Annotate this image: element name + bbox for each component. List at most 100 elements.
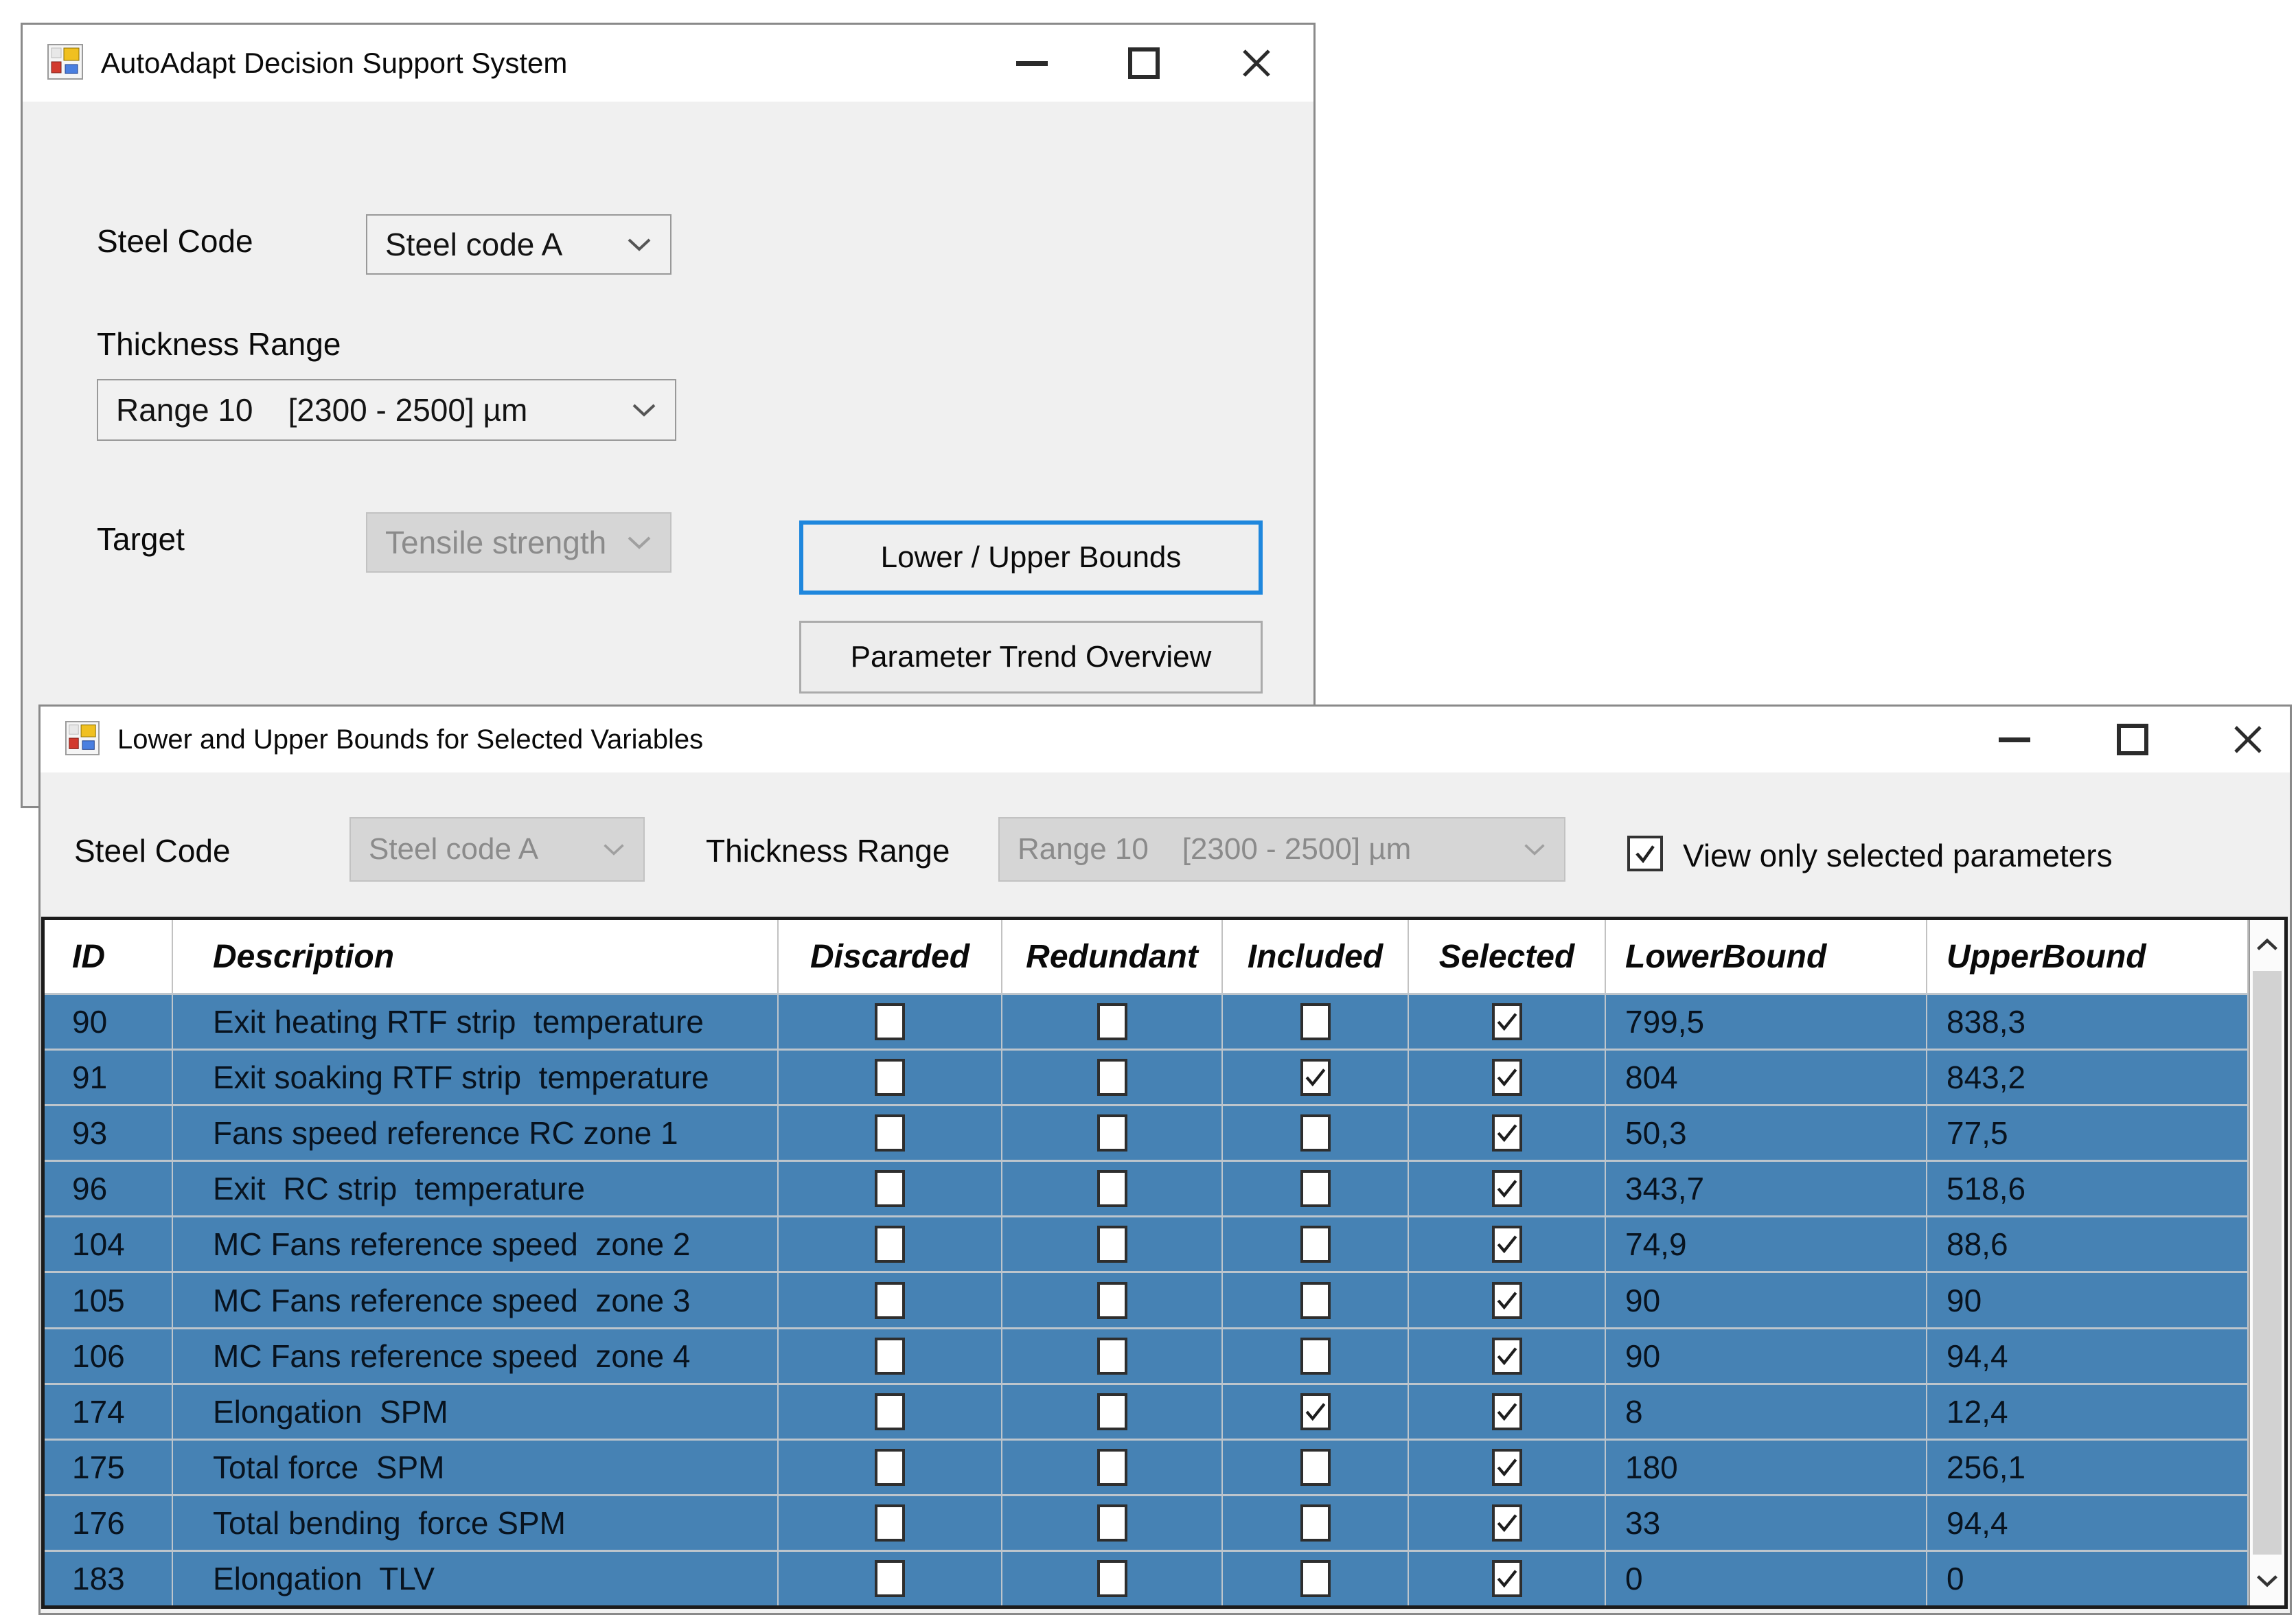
checkbox-cell-included[interactable]	[1223, 1051, 1409, 1104]
checkbox-cell-included[interactable]	[1223, 1106, 1409, 1160]
minimize-button[interactable]	[980, 25, 1083, 102]
column-header-included[interactable]: Included	[1223, 920, 1409, 993]
checkbox-cell-discarded[interactable]	[779, 1552, 1002, 1605]
table-row[interactable]: 96Exit RC strip temperature343,7518,6	[45, 1160, 2249, 1215]
discarded-checkbox[interactable]	[875, 1560, 905, 1597]
checkbox-cell-selected[interactable]	[1409, 1162, 1606, 1215]
table-row[interactable]: 174Elongation SPM812,4	[45, 1383, 2249, 1439]
table-row[interactable]: 93Fans speed reference RC zone 150,377,5	[45, 1104, 2249, 1160]
checkbox-cell-included[interactable]	[1223, 1329, 1409, 1383]
redundant-checkbox[interactable]	[1097, 1393, 1127, 1430]
checkbox-cell-selected[interactable]	[1409, 1106, 1606, 1160]
column-header-redundant[interactable]: Redundant	[1002, 920, 1223, 993]
included-checkbox[interactable]	[1300, 1504, 1331, 1542]
discarded-checkbox[interactable]	[875, 1504, 905, 1542]
selected-checkbox[interactable]	[1492, 1560, 1522, 1597]
checkbox-cell-discarded[interactable]	[779, 1217, 1002, 1271]
redundant-checkbox[interactable]	[1097, 1059, 1127, 1096]
table-row[interactable]: 176Total bending force SPM3394,4	[45, 1494, 2249, 1550]
discarded-checkbox[interactable]	[875, 1393, 905, 1430]
included-checkbox[interactable]	[1300, 1449, 1331, 1486]
checkbox-cell-redundant[interactable]	[1002, 1329, 1223, 1383]
table-row[interactable]: 104MC Fans reference speed zone 274,988,…	[45, 1215, 2249, 1271]
checkbox-cell-redundant[interactable]	[1002, 1217, 1223, 1271]
checkbox-cell-discarded[interactable]	[779, 1273, 1002, 1327]
redundant-checkbox[interactable]	[1097, 1560, 1127, 1597]
checkbox-cell-redundant[interactable]	[1002, 1051, 1223, 1104]
column-header-selected[interactable]: Selected	[1409, 920, 1606, 993]
checkbox-cell-discarded[interactable]	[779, 1106, 1002, 1160]
checkbox-cell-selected[interactable]	[1409, 1329, 1606, 1383]
redundant-checkbox[interactable]	[1097, 1282, 1127, 1319]
discarded-checkbox[interactable]	[875, 1338, 905, 1375]
checkbox-cell-included[interactable]	[1223, 1441, 1409, 1494]
titlebar-bounds[interactable]: Lower and Upper Bounds for Selected Vari…	[41, 707, 2290, 772]
close-button[interactable]	[1205, 25, 1308, 102]
selected-checkbox[interactable]	[1492, 1059, 1522, 1096]
checkbox-cell-redundant[interactable]	[1002, 1441, 1223, 1494]
checkbox-cell-redundant[interactable]	[1002, 995, 1223, 1049]
checkbox-cell-redundant[interactable]	[1002, 1552, 1223, 1605]
included-checkbox[interactable]	[1300, 1560, 1331, 1597]
checkbox-cell-discarded[interactable]	[779, 995, 1002, 1049]
discarded-checkbox[interactable]	[875, 1170, 905, 1207]
selected-checkbox[interactable]	[1492, 1504, 1522, 1542]
thickness-range-combo[interactable]: Range 10 [2300 - 2500] µm	[97, 379, 676, 441]
checkbox-cell-included[interactable]	[1223, 1552, 1409, 1605]
checkbox-cell-discarded[interactable]	[779, 1162, 1002, 1215]
checkbox-cell-included[interactable]	[1223, 1385, 1409, 1439]
scrollbar-thumb[interactable]	[2253, 971, 2282, 1555]
table-row[interactable]: 183Elongation TLV00	[45, 1550, 2249, 1605]
included-checkbox[interactable]	[1300, 1059, 1331, 1096]
discarded-checkbox[interactable]	[875, 1114, 905, 1152]
redundant-checkbox[interactable]	[1097, 1170, 1127, 1207]
checkbox-cell-included[interactable]	[1223, 1217, 1409, 1271]
view-only-selected-checkbox[interactable]	[1627, 836, 1663, 871]
column-header-id[interactable]: ID	[45, 920, 173, 993]
column-header-lower[interactable]: LowerBound	[1606, 920, 1927, 993]
included-checkbox[interactable]	[1300, 1170, 1331, 1207]
checkbox-cell-discarded[interactable]	[779, 1385, 1002, 1439]
redundant-checkbox[interactable]	[1097, 1338, 1127, 1375]
scroll-up-button[interactable]	[2250, 920, 2284, 970]
selected-checkbox[interactable]	[1492, 1393, 1522, 1430]
selected-checkbox[interactable]	[1492, 1338, 1522, 1375]
selected-checkbox[interactable]	[1492, 1003, 1522, 1040]
discarded-checkbox[interactable]	[875, 1226, 905, 1263]
close-button[interactable]	[2196, 707, 2296, 772]
checkbox-cell-included[interactable]	[1223, 1273, 1409, 1327]
checkbox-cell-selected[interactable]	[1409, 1552, 1606, 1605]
checkbox-cell-redundant[interactable]	[1002, 1496, 1223, 1550]
checkbox-cell-discarded[interactable]	[779, 1496, 1002, 1550]
lower-upper-bounds-button[interactable]: Lower / Upper Bounds	[799, 520, 1263, 595]
selected-checkbox[interactable]	[1492, 1449, 1522, 1486]
selected-checkbox[interactable]	[1492, 1114, 1522, 1152]
redundant-checkbox[interactable]	[1097, 1226, 1127, 1263]
discarded-checkbox[interactable]	[875, 1449, 905, 1486]
checkbox-cell-selected[interactable]	[1409, 995, 1606, 1049]
checkbox-cell-included[interactable]	[1223, 1496, 1409, 1550]
column-header-discarded[interactable]: Discarded	[779, 920, 1002, 993]
included-checkbox[interactable]	[1300, 1114, 1331, 1152]
redundant-checkbox[interactable]	[1097, 1449, 1127, 1486]
minimize-button[interactable]	[1963, 707, 2066, 772]
table-row[interactable]: 105MC Fans reference speed zone 39090	[45, 1271, 2249, 1327]
checkbox-cell-discarded[interactable]	[779, 1051, 1002, 1104]
vertical-scrollbar[interactable]	[2249, 920, 2284, 1605]
checkbox-cell-discarded[interactable]	[779, 1441, 1002, 1494]
checkbox-cell-selected[interactable]	[1409, 1385, 1606, 1439]
checkbox-cell-redundant[interactable]	[1002, 1162, 1223, 1215]
parameter-trend-overview-button[interactable]: Parameter Trend Overview	[799, 621, 1263, 694]
included-checkbox[interactable]	[1300, 1338, 1331, 1375]
checkbox-cell-included[interactable]	[1223, 1162, 1409, 1215]
included-checkbox[interactable]	[1300, 1226, 1331, 1263]
checkbox-cell-redundant[interactable]	[1002, 1106, 1223, 1160]
discarded-checkbox[interactable]	[875, 1059, 905, 1096]
checkbox-cell-selected[interactable]	[1409, 1217, 1606, 1271]
checkbox-cell-included[interactable]	[1223, 995, 1409, 1049]
column-header-description[interactable]: Description	[173, 920, 779, 993]
selected-checkbox[interactable]	[1492, 1226, 1522, 1263]
maximize-button[interactable]	[1092, 25, 1195, 102]
included-checkbox[interactable]	[1300, 1282, 1331, 1319]
checkbox-cell-discarded[interactable]	[779, 1329, 1002, 1383]
